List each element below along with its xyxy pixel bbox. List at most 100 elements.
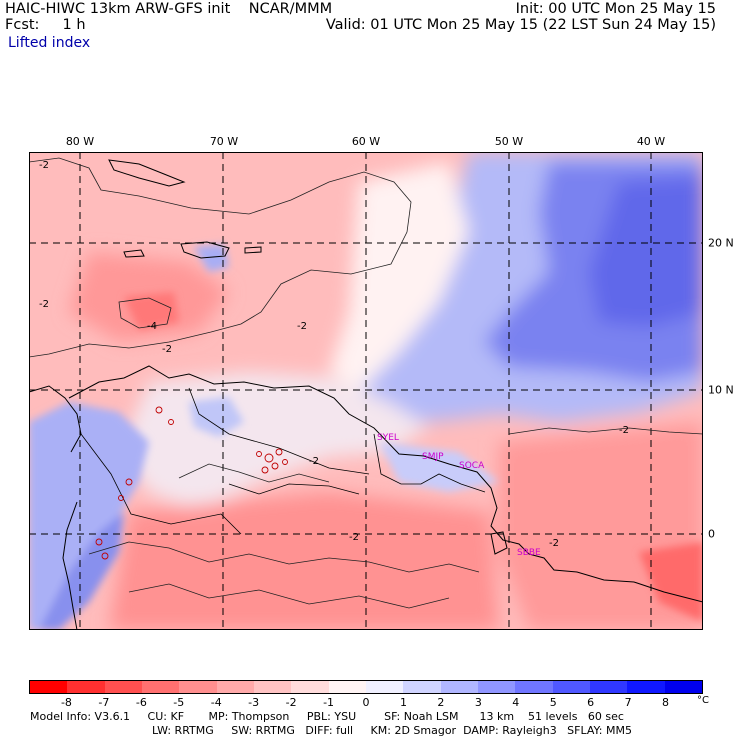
colorbar-tick-label: 6	[587, 696, 595, 709]
colorbar-tick-label: 0	[362, 696, 370, 709]
contour-label: -2	[162, 344, 172, 355]
red-patch-north	[124, 292, 179, 330]
contour-label: -2	[39, 299, 49, 310]
colorbar	[29, 680, 703, 694]
colorbar-swatch	[30, 681, 68, 693]
colorbar-tick-label: -1	[323, 696, 335, 709]
colorbar-tick-label: -8	[60, 696, 72, 709]
colorbar-swatch	[515, 681, 553, 693]
fcst-value: 1 h	[62, 17, 86, 33]
cuba-coast	[108, 159, 186, 187]
lon-label-80w: 80 W	[65, 135, 95, 148]
country-borders	[80, 387, 486, 535]
central-america-coast	[29, 385, 82, 453]
white-band-region	[329, 162, 469, 392]
model-org: NCAR/MMM	[248, 1, 333, 17]
field-shading	[69, 152, 703, 630]
station-label-group: SYEL SMJP SOCA SBBE	[377, 433, 541, 558]
colorbar-tick-label: 4	[512, 696, 520, 709]
colorbar-tick-label: -6	[135, 696, 147, 709]
convective-contours	[95, 406, 288, 560]
colorbar-tick-label: -7	[98, 696, 110, 709]
contour-minus2-south	[88, 541, 480, 573]
contour-minus2-lower	[128, 583, 450, 609]
contour-minus4-north	[118, 297, 172, 329]
station-label-syel: SYEL	[377, 433, 399, 443]
jamaica-coast	[123, 249, 145, 258]
border-brazil	[228, 483, 360, 495]
red-south-region	[109, 492, 499, 630]
colorbar-tick-label: -5	[173, 696, 185, 709]
contour-lines	[29, 157, 703, 609]
colorbar-tick-label: 5	[549, 696, 557, 709]
colorbar-swatch	[67, 681, 105, 693]
station-label-smjp: SMJP	[422, 452, 444, 462]
fcst-label: Fcst:	[5, 17, 40, 33]
model-info-line1: Model Info: V3.6.1 CU: KF MP: Thompson P…	[30, 710, 624, 723]
contour-minus2-north	[29, 157, 412, 358]
colorbar-swatch	[291, 681, 329, 693]
colorbar-tick-label: 3	[474, 696, 482, 709]
hispaniola-coast	[180, 241, 230, 259]
colorbar-swatch	[664, 681, 702, 693]
venezuela-blue-patch	[189, 397, 244, 437]
pacific-coast	[62, 501, 78, 630]
colorbar-swatch	[552, 681, 590, 693]
colorbar-swatch	[253, 681, 292, 693]
lon-label-70w: 70 W	[209, 135, 239, 148]
colorbar-swatch	[589, 681, 628, 693]
colorbar-swatch	[627, 681, 665, 693]
contour-label: -2	[549, 538, 559, 549]
andes-blue-core	[39, 512, 124, 630]
colorbar-swatch	[365, 681, 404, 693]
colorbar-tick-label: 7	[624, 696, 632, 709]
border-colombia	[80, 433, 242, 535]
colorbar-swatch	[477, 681, 516, 693]
colorbar-tick-label: -2	[285, 696, 297, 709]
andes-blue-streak	[29, 402, 149, 630]
colorbar-swatch	[141, 681, 180, 693]
field-name: Lifted index	[8, 35, 91, 51]
lon-label-40w: 40 W	[636, 135, 666, 148]
colorbar-tick-label: -3	[248, 696, 260, 709]
station-label-sbbe: SBBE	[517, 548, 541, 558]
lifted-index-map: -2 -2 -4 -2 -2 -2 -2 -2 -2 SYEL SMJP SOC…	[29, 152, 703, 630]
contour-label: -2	[39, 160, 49, 171]
colorbar-swatch	[216, 681, 254, 693]
valid-time: Valid: 01 UTC Mon 25 May 15 (22 LST Sun …	[325, 17, 716, 33]
colorbar-swatch	[104, 681, 142, 693]
colorbar-swatch	[179, 681, 217, 693]
lon-label-60w: 60 W	[351, 135, 381, 148]
puerto-rico-coast	[244, 246, 262, 254]
colorbar-tick-label: 2	[437, 696, 445, 709]
contour-label: -2	[309, 456, 319, 467]
colorbar-tick-label: -4	[210, 696, 222, 709]
colorbar-swatch	[328, 681, 366, 693]
border-guianas	[373, 433, 486, 493]
lat-label-10n: 10 N	[708, 383, 734, 397]
red-patch-far-east	[639, 542, 703, 622]
field-detail-shading	[29, 244, 703, 630]
coastlines	[29, 159, 703, 630]
blue-core-region	[589, 177, 703, 327]
lat-label-20n: 20 N	[708, 236, 734, 250]
header-right: Init: 00 UTC Mon 25 May 15 Valid: 01 UTC…	[326, 1, 716, 33]
colorbar-unit: °C	[697, 695, 709, 706]
amazon-delta-coast	[490, 531, 508, 555]
colorbar-tick-label: 1	[399, 696, 407, 709]
south-america-coast	[68, 365, 703, 603]
colorbar-tick-label: 8	[662, 696, 670, 709]
hispaniola-blue-patch	[194, 244, 229, 272]
border-venezuela	[188, 387, 370, 475]
contour-label: -2	[349, 532, 359, 543]
station-label-soca: SOCA	[459, 461, 485, 471]
init-time: Init: 00 UTC Mon 25 May 15	[515, 1, 716, 17]
model-title: HAIC-HIWC 13km ARW-GFS init	[5, 1, 231, 17]
header-left: HAIC-HIWC 13km ARW-GFS init NCAR/MMM Fcs…	[5, 1, 332, 33]
contour-label: -2	[619, 425, 629, 436]
lon-label-50w: 50 W	[494, 135, 524, 148]
contour-label: -4	[147, 321, 157, 332]
contour-minus2-midlow	[178, 463, 330, 483]
lat-label-0: 0	[708, 527, 715, 541]
map-frame	[29, 152, 703, 630]
